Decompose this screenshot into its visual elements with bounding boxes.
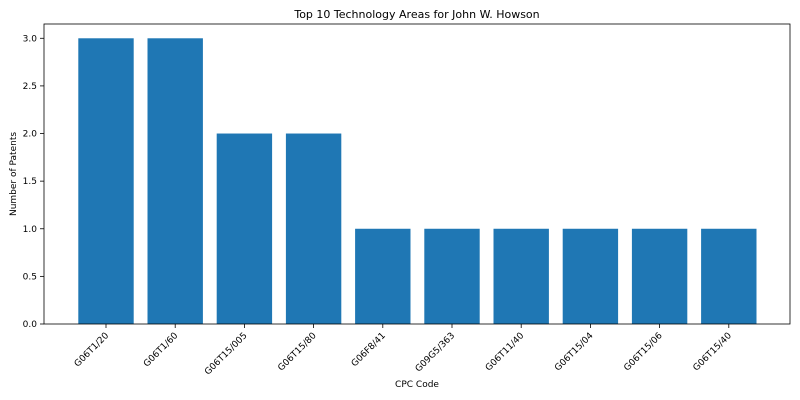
bars-group — [78, 38, 756, 324]
y-axis-label: Number of Patents — [9, 132, 19, 216]
y-tick-label: 3.0 — [23, 34, 38, 44]
y-tick-label: 1.0 — [23, 225, 38, 235]
x-tick-label: G09G5/363 — [414, 331, 457, 374]
x-axis-label: CPC Code — [395, 380, 439, 390]
chart-title: Top 10 Technology Areas for John W. Hows… — [293, 8, 539, 21]
bar-G06F8/41 — [355, 229, 410, 324]
x-tick-label: G06T15/06 — [622, 331, 665, 374]
x-tick-label: G06T15/04 — [553, 331, 596, 374]
y-tick-label: 2.0 — [23, 130, 38, 140]
y-tick-label: 0.0 — [23, 320, 38, 330]
bar-G06T15/80 — [286, 134, 341, 324]
bar-G06T11/40 — [494, 229, 549, 324]
x-tick-label: G06T1/60 — [142, 331, 180, 369]
y-tick-label: 1.5 — [23, 177, 37, 187]
bar-G06T15/005 — [217, 134, 272, 324]
x-tick-label: G06T11/40 — [484, 331, 527, 374]
bar-G06T1/60 — [148, 38, 203, 324]
bar-G09G5/363 — [424, 229, 479, 324]
bar-G06T15/40 — [701, 229, 756, 324]
bar-G06T1/20 — [78, 38, 133, 324]
y-axis: 0.0 0.5 1.0 1.5 2.0 2.5 3.0 — [23, 34, 44, 330]
x-tick-label: G06F8/41 — [350, 331, 388, 369]
y-tick-label: 0.5 — [23, 272, 37, 282]
bar-G06T15/06 — [632, 229, 687, 324]
x-tick-label: G06T1/20 — [73, 331, 111, 369]
x-tick-label: G06T15/005 — [203, 331, 249, 377]
x-axis: G06T1/20 G06T1/60 G06T15/005 G06T15/80 G06F8… — [73, 324, 734, 377]
x-tick-label: G06T15/40 — [692, 331, 735, 374]
y-tick-label: 2.5 — [23, 82, 37, 92]
x-tick-label: G06T15/80 — [276, 331, 319, 374]
bar-G06T15/04 — [563, 229, 618, 324]
